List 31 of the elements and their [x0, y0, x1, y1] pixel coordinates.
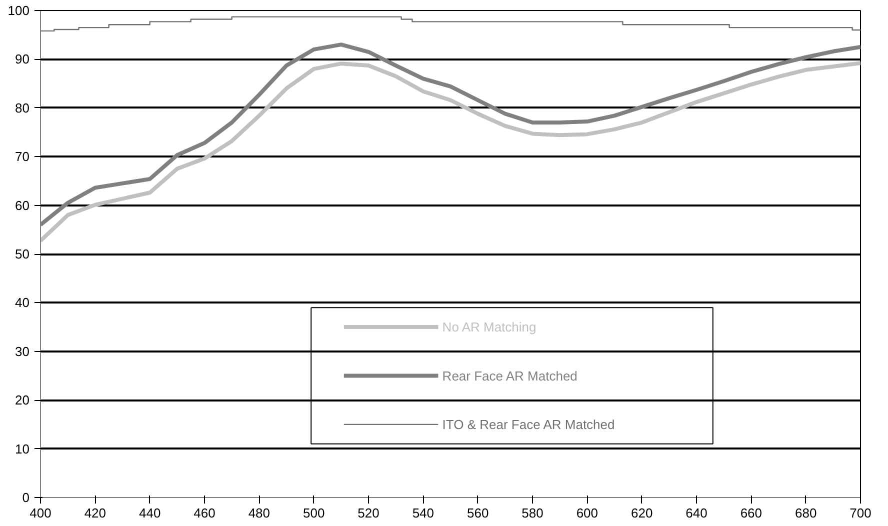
x-tick-label: 680	[794, 506, 817, 520]
x-tick-label: 640	[686, 506, 708, 520]
y-tick-label: 50	[15, 246, 30, 262]
y-tick-label: 100	[8, 3, 30, 18]
y-tick-label: 0	[22, 490, 30, 505]
x-tick-label: 620	[630, 506, 653, 520]
x-tick-label: 480	[248, 506, 270, 520]
y-tick-label: 10	[15, 441, 30, 456]
x-tick-label: 580	[522, 506, 544, 520]
x-tick-label: 460	[194, 506, 216, 520]
x-tick-label: 500	[302, 506, 325, 520]
x-tick-label: 520	[358, 506, 380, 520]
y-tick-label: 80	[15, 100, 30, 116]
line-series	[40, 61, 860, 243]
x-tick-label: 440	[138, 506, 161, 520]
y-tick-label: 20	[15, 392, 30, 408]
text: Rear Face AR Matched	[442, 368, 578, 384]
text: ITO & Rear Face AR Matched	[442, 416, 615, 432]
y-tick-label: 70	[15, 149, 30, 164]
y-tick-label: 90	[15, 52, 30, 67]
x-tick-label: 700	[850, 506, 872, 520]
x-tick-label: 540	[412, 506, 434, 520]
x-tick-label: 600	[576, 506, 598, 520]
x-tick-label: 400	[30, 506, 52, 520]
y-tick-label: 60	[15, 198, 30, 213]
y-tick-label: 30	[15, 344, 30, 359]
x-tick-label: 560	[466, 506, 489, 520]
x-tick-label: 660	[740, 506, 762, 520]
x-tick-label: 420	[84, 506, 106, 520]
text: No AR Matching	[442, 320, 536, 335]
y-tick-label: 40	[15, 295, 30, 310]
